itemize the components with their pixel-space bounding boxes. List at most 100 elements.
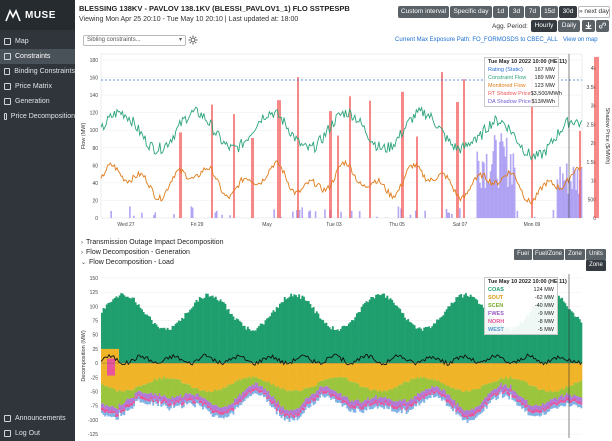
nort-area [185,398,188,402]
nort-area [367,400,370,404]
sout-area [508,363,511,379]
agg-hourly-button[interactable]: Hourly [531,20,557,32]
decomp-zone-button[interactable]: Zone [565,249,585,260]
sidebar-item-map[interactable]: Map [0,34,75,49]
sidebar-item-price-decomposition[interactable]: Price Decomposition [0,109,75,124]
sout-area [437,363,440,381]
sidebar-item-label: Binding Constraints [14,68,75,75]
fwes-area [141,392,143,396]
sout-area [198,363,201,391]
decomp-fuel-zone-button[interactable]: Fuel/Zone [533,249,564,260]
west-area [503,392,506,397]
sidebar-item-price-matrix[interactable]: Price Matrix [0,79,75,94]
sidebar-item-announcements[interactable]: Announcements [0,411,75,426]
decomp-units-button[interactable]: Units [586,249,606,260]
brand[interactable]: MUSE [0,0,75,30]
y-tick-label: 100 [90,128,99,134]
scen-area [277,385,280,401]
specific-day-button[interactable]: Specific day [450,6,492,18]
sidebar-item-generation[interactable]: Generation [0,94,75,109]
sout-area [152,363,155,382]
agg-daily-button[interactable]: Daily [558,20,580,32]
section-outage-impact[interactable]: › Transmission Outage Impact Decompositio… [81,239,223,249]
custom-interval-button[interactable]: Custom interval [398,6,449,18]
coas-area [445,309,448,364]
west-area [211,413,214,417]
sout-area [524,363,527,382]
coas-area [227,309,230,364]
scen-area [429,379,432,389]
range-30d-button[interactable]: 30d [559,6,577,18]
fwes-area [553,398,556,402]
sidebar-item-binding-constraints[interactable]: Binding Constraints [0,64,75,79]
sout-area [421,363,424,378]
view-on-map-link[interactable]: View on map [563,37,598,43]
west-area [399,407,402,411]
da-shadow-bar [483,162,485,218]
sout-area [468,363,471,392]
coas-area [179,321,182,364]
west-area [423,399,426,403]
fwes-area [253,385,256,390]
scen-area [153,378,156,394]
decomp-fuel-button[interactable]: Fuel [514,249,532,260]
nort-area [404,403,406,407]
fwes-area [285,409,288,414]
range-3d-button[interactable]: 3d [509,6,524,18]
sout-area [373,363,376,390]
nort-area [410,403,413,407]
fwes-area [328,388,331,394]
nort-area [173,402,176,406]
nort-area [530,410,533,413]
fwes-area [469,410,472,414]
west-area [331,396,334,399]
coas-area [432,323,435,364]
fwes-area [320,386,323,390]
nort-area [384,400,387,404]
sout-area [347,363,350,382]
west-area [161,403,164,406]
coas-area [314,313,317,364]
scen-area [185,383,188,394]
gear-icon[interactable] [188,35,198,45]
nort-area [238,399,241,403]
da-shadow-bar [499,141,501,218]
west-area [165,403,168,406]
sout-area [272,363,275,384]
scen-area [567,387,570,395]
nort-area [540,409,543,413]
next-day-button[interactable]: » next day [578,6,610,18]
max-exposure-path-link[interactable]: Current Max Exposure Path: FO_FORMOSDS t… [395,37,558,43]
y-tick-label: 100 [90,304,99,310]
section-flow-load[interactable]: ⌄ Flow Decomposition - Load [81,259,174,269]
fwes-area [142,393,145,397]
sout-area [521,363,523,381]
sout-area [145,363,148,384]
scen-area [320,380,323,387]
sidebar-item-log-out[interactable]: Log Out [0,426,75,441]
scen-area [397,385,400,402]
nort-area [352,406,355,409]
download-button[interactable] [582,20,595,32]
west-area [237,404,240,408]
sout-area [440,363,443,384]
sout-area [203,363,206,390]
sout-area [125,363,127,390]
range-15d-button[interactable]: 15d [541,6,558,18]
range-7d-button[interactable]: 7d [525,6,540,18]
sibling-constraints-select[interactable]: Sibling constraints... ▾ [83,35,186,46]
range-1d-button[interactable]: 1d [493,6,508,18]
fwes-area [554,397,557,403]
fwes-area [210,402,212,408]
link-button[interactable] [596,20,609,32]
fwes-area [218,407,220,412]
west-area [218,413,220,418]
chain-link-icon [599,22,606,29]
fwes-area [115,408,118,414]
section-flow-generation[interactable]: › Flow Decomposition - Generation [81,249,190,259]
coas-area [165,329,168,364]
sidebar-item-constraints[interactable]: Constraints [0,49,75,64]
coas-area [490,317,493,364]
scen-area [311,386,313,394]
west-area [293,418,296,421]
